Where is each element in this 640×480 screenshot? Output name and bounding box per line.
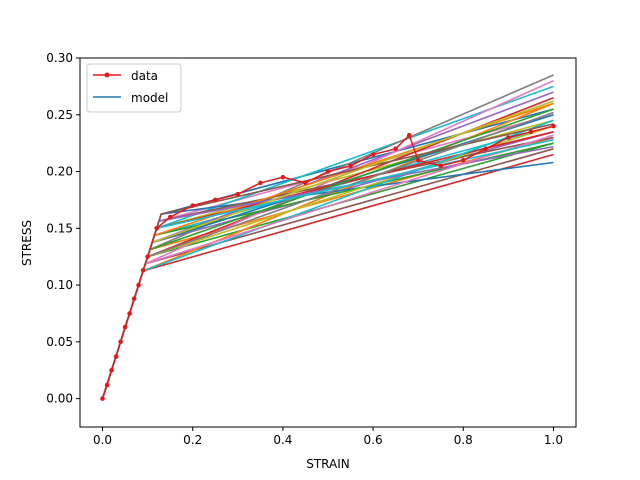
data-point xyxy=(438,163,444,169)
legend-data-marker xyxy=(104,72,110,78)
x-tick-label: 1.0 xyxy=(544,433,563,447)
data-line-group xyxy=(100,123,556,401)
data-point xyxy=(109,367,114,373)
data-point xyxy=(415,157,421,163)
x-tick-label: 0.2 xyxy=(183,433,202,447)
x-axis-label: STRAIN xyxy=(306,457,350,471)
data-point xyxy=(154,226,159,231)
y-axis-ticks: 0.00 0.05 0.10 0.15 0.20 0.25 0.30 xyxy=(46,51,80,406)
y-tick-label: 0.15 xyxy=(46,221,73,235)
legend: data model xyxy=(86,63,182,113)
data-point xyxy=(348,163,353,169)
data-point xyxy=(136,282,141,288)
data-point xyxy=(167,214,173,220)
x-tick-label: 0.6 xyxy=(364,433,383,447)
data-point xyxy=(303,180,308,186)
data-point xyxy=(393,146,398,152)
x-tick-label: 0.0 xyxy=(93,433,112,447)
data-point xyxy=(258,180,263,186)
y-tick-label: 0.05 xyxy=(46,335,73,349)
data-point xyxy=(280,174,286,180)
y-tick-label: 0.10 xyxy=(46,278,73,292)
plot-frame xyxy=(79,57,577,428)
data-point xyxy=(113,354,119,359)
y-tick-label: 0.30 xyxy=(46,51,73,65)
data-point xyxy=(325,169,331,174)
data-point xyxy=(370,152,376,157)
legend-data-label: data xyxy=(131,69,158,83)
data-point xyxy=(104,382,110,388)
data-point xyxy=(122,324,128,330)
data-point xyxy=(528,129,534,135)
data-point xyxy=(461,157,466,163)
data-point xyxy=(506,135,511,140)
y-axis-label: STRESS xyxy=(20,220,34,266)
x-axis-ticks: 0.0 0.2 0.4 0.6 0.8 1.0 xyxy=(93,427,563,447)
data-point xyxy=(100,396,105,401)
legend-box xyxy=(86,63,182,113)
data-point xyxy=(213,197,218,203)
plot-area xyxy=(80,58,576,427)
x-tick-label: 0.8 xyxy=(454,433,473,447)
data-point xyxy=(118,339,123,345)
data-point xyxy=(145,254,150,259)
data-point xyxy=(140,268,146,273)
y-tick-label: 0.20 xyxy=(46,165,73,179)
data-point xyxy=(406,132,412,138)
legend-model-label: model xyxy=(131,91,168,105)
data-point xyxy=(127,311,132,316)
data-point xyxy=(190,203,195,208)
data-point xyxy=(235,191,241,197)
data-point xyxy=(483,146,489,152)
x-tick-label: 0.4 xyxy=(273,433,292,447)
data-point xyxy=(551,123,556,129)
y-tick-label: 0.00 xyxy=(46,392,73,406)
y-tick-label: 0.25 xyxy=(46,108,73,122)
data-point xyxy=(131,296,137,302)
